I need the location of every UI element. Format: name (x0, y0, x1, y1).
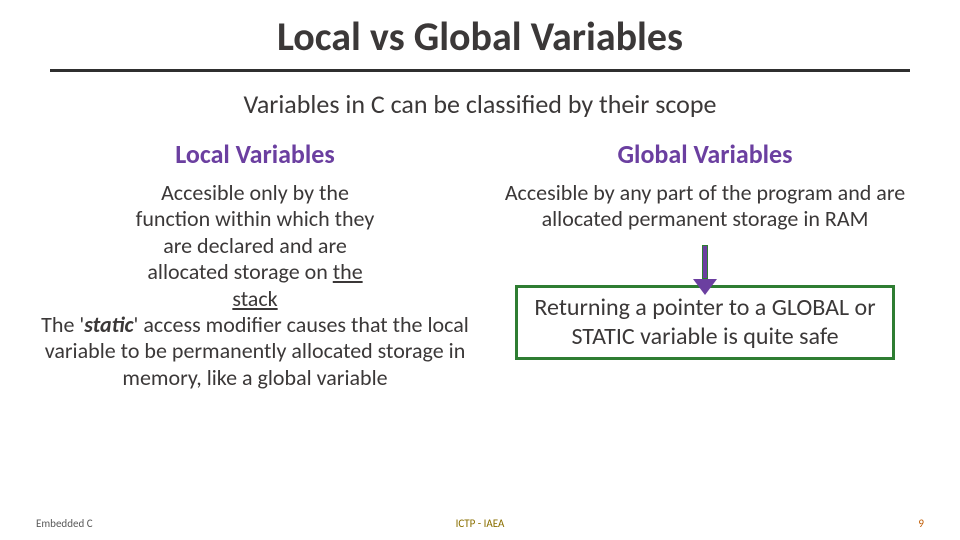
text-underline: stack (232, 285, 277, 312)
column-left-heading: Local Variables (175, 138, 334, 170)
footer: Embedded C ICTP - IAEA 9 (0, 517, 960, 530)
text-underline: the (333, 258, 363, 285)
slide: Local vs Global Variables Variables in C… (0, 0, 960, 540)
column-left: Local Variables Accesible only by the fu… (40, 138, 470, 391)
text: function within which they (136, 205, 375, 232)
keyword-static: static (84, 311, 133, 338)
page-title: Local vs Global Variables (0, 0, 960, 69)
column-right: Global Variables Accesible by any part o… (490, 138, 920, 391)
footer-right: 9 (918, 517, 924, 530)
column-right-body: Accesible by any part of the program and… (490, 180, 920, 233)
footer-left: Embedded C (36, 517, 93, 530)
text: allocated storage on (147, 258, 332, 285)
columns: Local Variables Accesible only by the fu… (40, 138, 920, 391)
footer-center: ICTP - IAEA (456, 517, 505, 530)
column-left-body: Accesible only by the function within wh… (40, 180, 470, 391)
title-rule (50, 69, 910, 72)
column-right-heading: Global Variables (617, 138, 792, 170)
text: are declared and are (163, 232, 347, 259)
callout-box: Returning a pointer to a GLOBAL or STATI… (515, 285, 895, 361)
text: The ' (41, 311, 84, 338)
subtitle: Variables in C can be classified by thei… (0, 88, 960, 120)
text: Accesible only by the (161, 179, 349, 206)
